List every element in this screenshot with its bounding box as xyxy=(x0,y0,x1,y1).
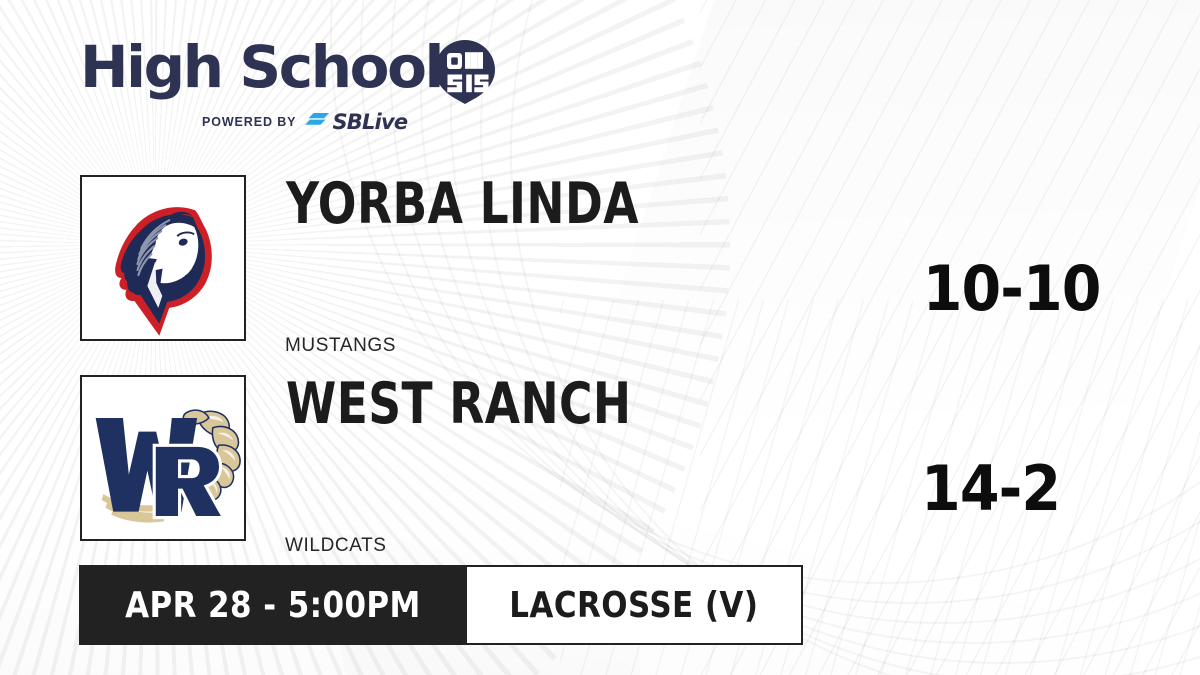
west-ranch-wr-logo xyxy=(95,409,241,523)
team-mascot: WILDCATS xyxy=(285,535,387,556)
powered-by-row: POWERED BY SBLive xyxy=(202,110,408,134)
team-mascot: MUSTANGS xyxy=(285,335,397,356)
on-si-pin-icon xyxy=(432,38,498,104)
game-info-bar: APR 28 - 5:00PM LACROSSE (V) xyxy=(79,565,803,645)
brand-logo-lockup: High School POWERED BY xyxy=(80,34,520,134)
team-record: 10-10 xyxy=(922,252,1102,325)
sblive-logo: SBLive xyxy=(304,110,408,134)
game-datetime-chip: APR 28 - 5:00PM xyxy=(79,565,467,645)
game-sport-text: LACROSSE (V) xyxy=(509,584,759,626)
brand-wordmark: High School xyxy=(80,33,444,101)
team-logo-box xyxy=(80,175,246,341)
mustang-head-logo xyxy=(115,207,212,336)
sblive-s-icon xyxy=(305,113,330,125)
game-sport-chip: LACROSSE (V) xyxy=(466,565,803,645)
team-record: 14-2 xyxy=(921,452,1061,525)
sblive-wordmark: SBLive xyxy=(332,110,408,134)
team-name: WEST RANCH xyxy=(286,371,632,437)
powered-by-label: POWERED BY xyxy=(202,115,297,129)
game-datetime-text: APR 28 - 5:00PM xyxy=(125,584,421,626)
team-name: YORBA LINDA xyxy=(286,171,639,237)
team-logo-box xyxy=(80,375,246,541)
